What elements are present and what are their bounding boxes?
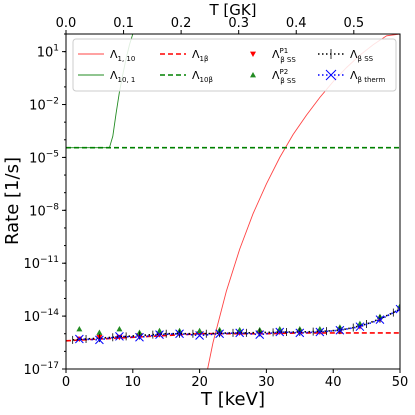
legend-label: Λ1β [192,48,208,63]
data-point [255,330,265,339]
legend-item-1: Λ10, 1 [78,69,135,84]
data-point [215,329,224,339]
data-point [235,328,245,338]
x-tick-label: 10 [125,375,142,390]
legend-item-2: Λ1β [160,48,208,63]
y-tick-label: 10−17 [23,361,59,378]
legend-swatch [250,51,256,57]
top-tick-label: 0.2 [171,16,192,31]
x-tick-label: 20 [191,375,208,390]
legend-label: ΛP2 β SS [272,68,296,85]
x-tick-label: 40 [325,375,342,390]
legend-label: Λ1, 10 [110,48,135,63]
data-point [175,329,184,339]
data-point [315,327,325,337]
legend-label: Λβ therm [350,69,385,84]
bottom-axis: 0 10 20 30 40 50 [62,369,408,390]
legend-item-7: Λβ therm [318,69,385,84]
legend-item-0: Λ1, 10 [78,48,135,63]
y-axis-label: Rate [1/s] [2,157,23,245]
top-axis-label: T [GK] [208,1,256,19]
legend-swatch [250,72,256,78]
top-tick-label: 0.3 [228,16,249,31]
series-layer [66,34,400,369]
data-point [335,325,345,335]
top-tick-label: 0.1 [113,16,134,31]
y-tick-label: 101 [37,44,59,61]
legend-label: ΛP1 β SS [272,47,296,64]
legend-item-6: Λβ SS [318,48,374,63]
data-point [275,327,285,337]
legend: Λ1, 10 Λ10, 1 Λ1β Λ10β ΛP1 β SS ΛP2 β SS Λβ SS Λβ… [72,38,397,92]
y-tick-label: 10−11 [23,255,59,272]
data-point [75,334,84,344]
data-point [355,322,365,332]
data-point [115,332,124,341]
legend-label: Λβ SS [350,48,374,63]
legend-item-5: ΛP2 β SS [250,68,296,85]
data-point [295,328,305,338]
series-7 [75,304,400,345]
plot-frame [65,33,401,370]
data-point [397,303,400,309]
data-point [395,304,400,314]
legend-label: Λ10β [192,69,213,84]
x-tick-label: 50 [392,375,409,390]
data-point [375,315,385,324]
y-tick-label: 10−2 [29,97,59,114]
data-point [95,335,104,345]
top-tick-label: 0.5 [343,16,364,31]
data-point [155,330,164,339]
data-point [76,325,83,332]
data-point [96,329,103,335]
left-axis: 101 10−2 10−5 10−8 10−11 10−14 10−17 [23,33,66,378]
data-point [156,327,163,334]
y-tick-label: 10−14 [23,308,59,325]
top-tick-label: 0.4 [286,16,307,31]
legend-x-marker [325,69,337,81]
legend-label: Λ10, 1 [110,69,135,84]
y-tick-label: 10−8 [29,202,59,219]
data-point [135,332,144,342]
legend-frame [72,38,397,92]
top-axis: 0.0 0.1 0.2 0.3 0.4 0.5 [56,16,364,34]
legend-item-4: ΛP1 β SS [250,47,296,64]
x-tick-label: 0 [62,375,70,390]
x-tick-label: 30 [258,375,275,390]
data-point [196,327,203,334]
data-point [195,331,204,340]
y-tick-label: 10−5 [29,149,59,166]
data-point [116,325,123,332]
x-axis-label: T [keV] [200,389,265,410]
legend-item-3: Λ10β [160,69,213,84]
top-tick-label: 0.0 [56,16,77,31]
